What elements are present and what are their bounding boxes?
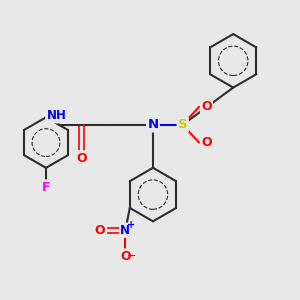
Text: N: N	[147, 118, 158, 131]
Text: F: F	[42, 181, 50, 194]
Text: O: O	[120, 250, 131, 262]
Text: −: −	[127, 251, 136, 261]
Text: S: S	[178, 118, 188, 131]
Text: NH: NH	[46, 109, 66, 122]
Text: O: O	[76, 152, 87, 164]
Text: N: N	[120, 224, 130, 237]
Text: +: +	[127, 220, 135, 230]
Text: O: O	[94, 224, 104, 237]
Text: O: O	[201, 100, 212, 113]
Text: O: O	[201, 136, 212, 149]
